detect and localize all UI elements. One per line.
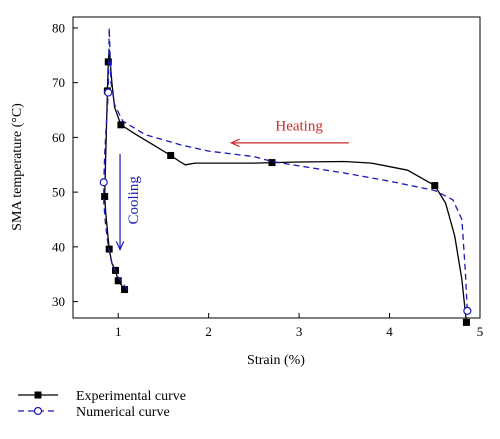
y-tick-label: 60 xyxy=(52,130,65,145)
data-point-experimental xyxy=(462,318,470,326)
series-layer xyxy=(99,27,472,326)
legend-swatch-numerical-marker xyxy=(33,406,43,416)
y-tick-label: 50 xyxy=(52,185,65,200)
axis-ticks: 1 2 3 4 5 30 40 50 60 70 80 xyxy=(52,20,483,339)
y-tick-label: 30 xyxy=(52,294,65,309)
y-tick-label: 70 xyxy=(52,75,65,90)
x-tick-label: 3 xyxy=(296,324,303,339)
data-point-numerical xyxy=(463,306,472,315)
x-tick-label: 1 xyxy=(115,324,122,339)
x-tick-label: 4 xyxy=(386,324,393,339)
x-axis-label: Strain (%) xyxy=(247,353,305,368)
y-tick-label: 80 xyxy=(52,20,65,35)
y-tick-label: 40 xyxy=(52,239,65,254)
heating-arrowhead xyxy=(229,138,240,148)
legend-label-experimental: Experimental curve xyxy=(76,389,186,404)
plot-frame xyxy=(72,16,481,319)
data-point-experimental xyxy=(268,159,276,167)
data-point-experimental xyxy=(167,151,175,159)
legend-entry-experimental: Experimental curve xyxy=(18,389,186,404)
legend: Experimental curve Numerical curve xyxy=(18,389,186,420)
series-line-numerical xyxy=(103,27,468,311)
cooling-label: Cooling xyxy=(126,176,142,225)
data-point-experimental xyxy=(121,286,129,294)
annotation-layer: Heating Cooling xyxy=(115,118,349,252)
data-point-experimental xyxy=(431,182,439,190)
heating-label: Heating xyxy=(275,118,323,134)
legend-entry-numerical: Numerical curve xyxy=(18,405,170,420)
x-tick-label: 5 xyxy=(477,324,484,339)
cooling-arrowhead xyxy=(115,241,125,252)
legend-label-numerical: Numerical curve xyxy=(76,405,170,420)
series-line-experimental xyxy=(104,49,468,323)
data-point-numerical xyxy=(99,178,108,187)
legend-swatch-experimental-marker xyxy=(34,391,42,399)
data-point-experimental xyxy=(101,193,109,201)
data-point-experimental xyxy=(114,277,122,285)
x-tick-label: 2 xyxy=(205,324,212,339)
data-point-experimental xyxy=(117,121,125,129)
y-axis-label: SMA temperature (°C) xyxy=(10,103,25,231)
data-point-numerical xyxy=(104,88,113,97)
